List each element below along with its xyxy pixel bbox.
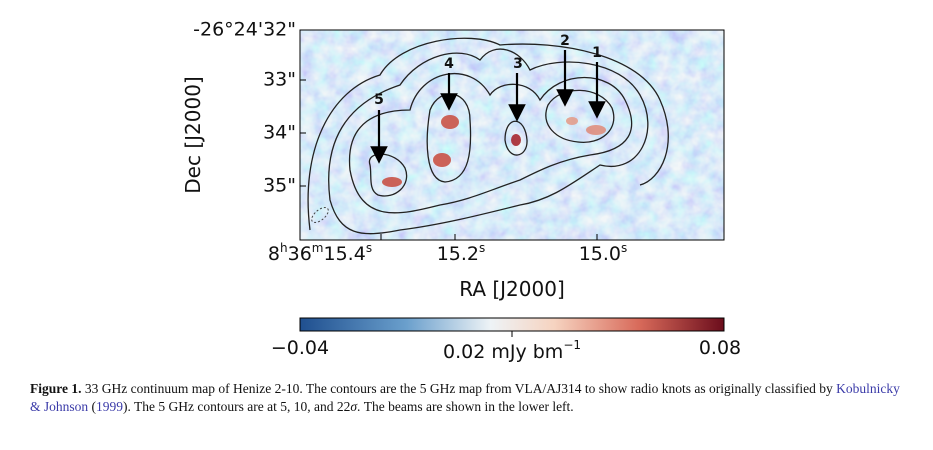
y-axis-label: Dec [J2000] <box>181 76 205 193</box>
x-tick-label: 15.0s <box>579 241 628 265</box>
knot-label: 3 <box>513 56 523 72</box>
knot-label: 4 <box>444 56 454 72</box>
knot-label: 5 <box>374 92 384 108</box>
knot-label: 2 <box>560 33 570 49</box>
citation-year-link[interactable]: 1999 <box>96 399 124 414</box>
caption-text: ). The 5 GHz contours are at 5, 10, and … <box>123 399 351 414</box>
caption-text: ( <box>91 399 97 414</box>
knot-arrows <box>370 50 606 164</box>
map-frame <box>299 29 725 241</box>
x-tick-label: 8h36m15.4s <box>268 241 372 265</box>
x-axis-label: RA [J2000] <box>459 277 565 301</box>
y-tick-label: 35" <box>263 175 296 197</box>
x-ticks <box>380 234 598 240</box>
citation-link[interactable]: Kobulnicky & Johnson <box>30 381 900 414</box>
colorbar-tick-label: 0.08 <box>699 337 741 359</box>
contours <box>307 37 669 235</box>
y-tick-label: -26°24'32" <box>193 19 296 41</box>
y-tick-label: 33" <box>263 69 296 91</box>
caption-text: . The beams are shown in the lower left. <box>357 399 574 414</box>
caption-text: 33 GHz continuum map of Henize 2-10. The… <box>84 381 833 396</box>
x-tick-label: 15.2s <box>437 241 486 265</box>
caption-label: Figure 1. <box>30 381 82 396</box>
y-tick-label: 34" <box>263 122 296 144</box>
knot-label: 1 <box>592 45 602 61</box>
beam <box>311 207 329 223</box>
colorbar-tick-label: −0.04 <box>271 337 329 359</box>
figure: 1 2 3 4 5 -26°24'32" 33" 34" 35" Dec [J2… <box>181 19 741 364</box>
colorbar <box>299 317 725 332</box>
sigma: σ <box>350 399 357 414</box>
emission-blobs <box>382 115 606 187</box>
y-ticks <box>300 29 306 187</box>
map-noise <box>300 30 724 240</box>
colorbar-label: 0.02 mJy bm−1 <box>443 338 581 363</box>
caption: Figure 1. 33 GHz continuum map of Henize… <box>30 380 910 416</box>
